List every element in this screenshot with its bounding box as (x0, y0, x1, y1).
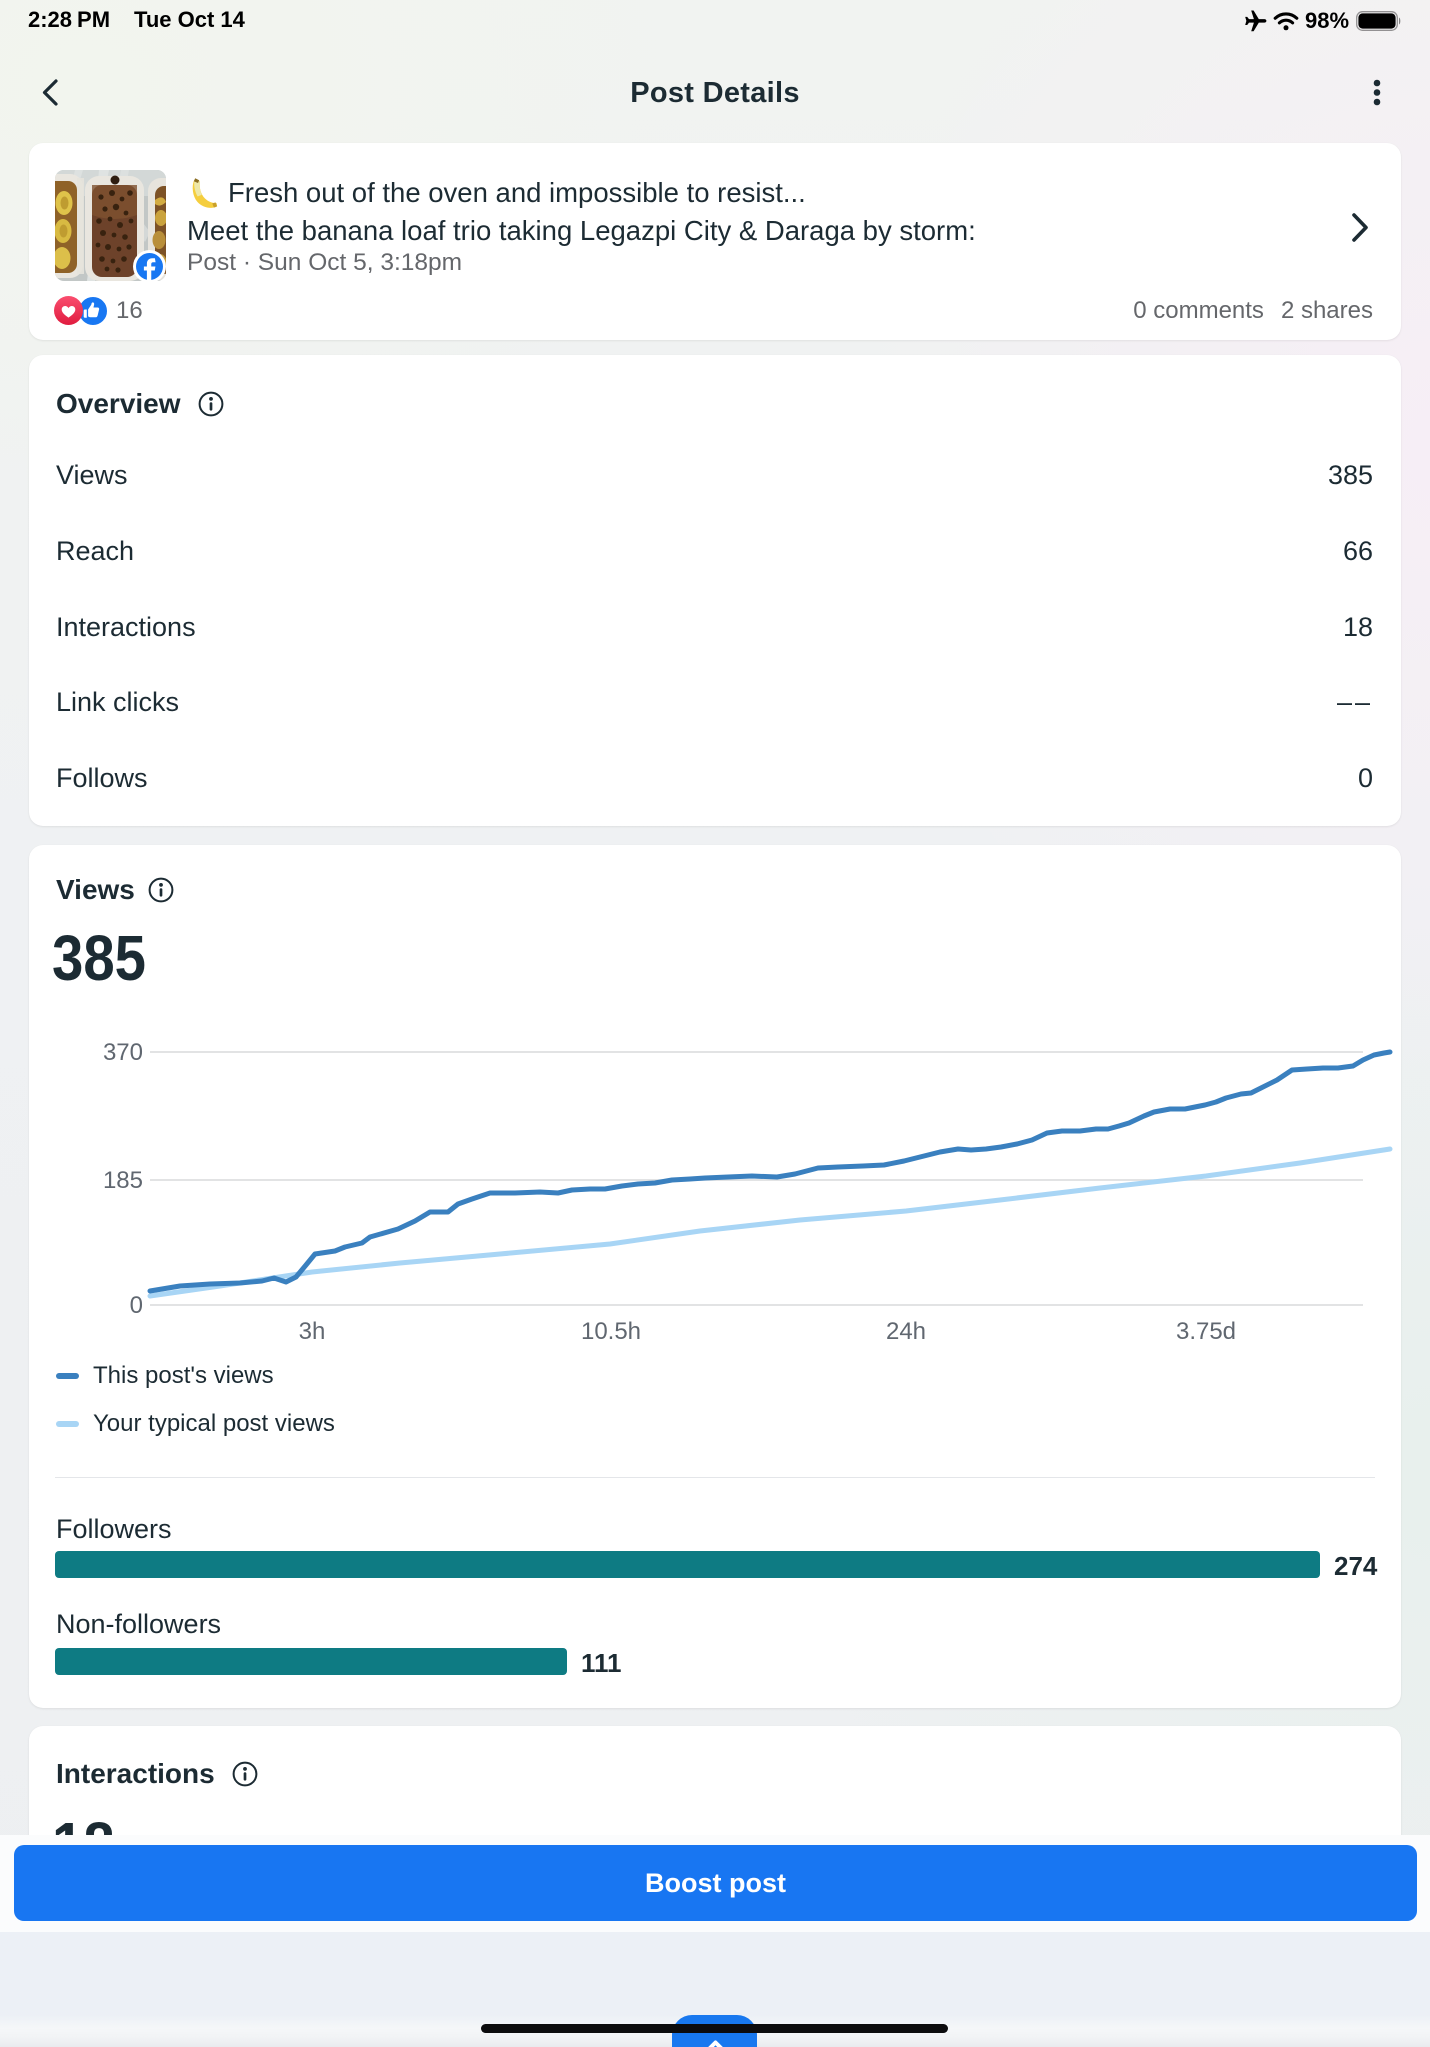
svg-text:185: 185 (103, 1167, 143, 1194)
svg-text:0: 0 (130, 1292, 143, 1319)
svg-text:24h: 24h (886, 1318, 926, 1345)
svg-text:3.75d: 3.75d (1176, 1318, 1236, 1345)
svg-text:370: 370 (103, 1039, 143, 1066)
svg-text:10.5h: 10.5h (581, 1318, 641, 1345)
svg-text:3h: 3h (299, 1318, 326, 1345)
